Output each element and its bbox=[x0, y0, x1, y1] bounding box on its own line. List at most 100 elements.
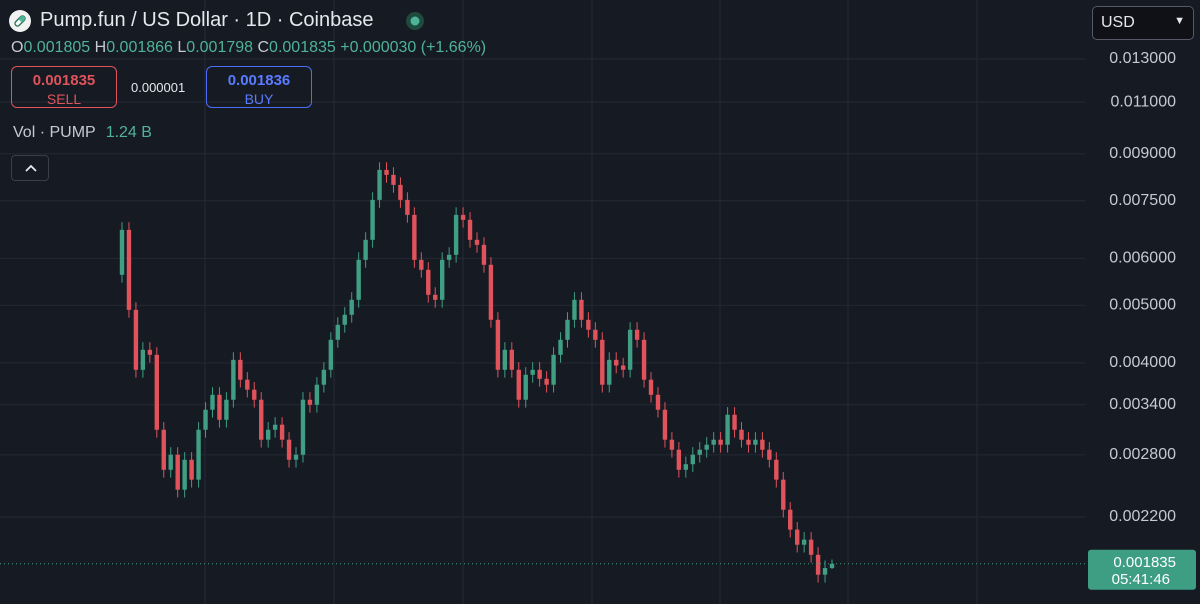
candle-body bbox=[342, 314, 347, 325]
candle-body bbox=[481, 244, 487, 265]
last-price-box bbox=[1088, 549, 1196, 590]
candle-body bbox=[648, 379, 654, 395]
candle-body bbox=[168, 454, 173, 470]
candle-body bbox=[544, 378, 549, 385]
volume-label: Vol · PUMP bbox=[13, 124, 96, 141]
candle-body bbox=[607, 359, 612, 385]
candle-body bbox=[565, 319, 570, 340]
candle-body bbox=[634, 329, 640, 340]
last-price-label: 0.001835 bbox=[1113, 554, 1176, 571]
buy-price: 0.001836 bbox=[227, 72, 291, 89]
close-value: 0.001835 bbox=[269, 39, 336, 56]
candle-body bbox=[272, 424, 278, 430]
y-tick-label: 0.003400 bbox=[1109, 396, 1176, 413]
candle-body bbox=[732, 414, 737, 430]
candle-body bbox=[767, 449, 772, 460]
candle-body bbox=[446, 254, 452, 260]
candle-body bbox=[516, 369, 521, 400]
sell-button[interactable]: 0.001835 SELL bbox=[11, 66, 117, 108]
candle-body bbox=[808, 539, 814, 555]
candle-body bbox=[196, 429, 201, 480]
candle-body bbox=[697, 449, 702, 455]
candle-body bbox=[307, 399, 313, 405]
candle-body bbox=[593, 329, 598, 340]
open-label: O bbox=[11, 39, 24, 56]
ohlc-row: O0.001805 H0.001866 L0.001798 C0.001835 … bbox=[11, 39, 486, 57]
candle-body bbox=[398, 184, 403, 200]
candle-body bbox=[690, 454, 695, 465]
candle-body bbox=[210, 394, 215, 410]
candle-body bbox=[760, 439, 765, 450]
candle-body bbox=[753, 439, 758, 445]
candle-body bbox=[439, 259, 445, 300]
candle-body bbox=[718, 439, 723, 445]
y-tick-label: 0.006000 bbox=[1109, 250, 1176, 267]
candle-body bbox=[335, 324, 340, 340]
candle-body bbox=[502, 349, 508, 370]
candle-body bbox=[586, 319, 591, 330]
open-value: 0.001805 bbox=[23, 39, 91, 56]
candle-body bbox=[259, 399, 264, 440]
candle-body bbox=[370, 199, 375, 240]
low-label: L bbox=[177, 39, 187, 56]
volume-value: 1.24 B bbox=[105, 124, 152, 141]
candle-body bbox=[189, 459, 194, 480]
candle-body bbox=[147, 349, 153, 355]
currency-dropdown[interactable]: USD ▼ bbox=[1092, 6, 1194, 40]
candle-body bbox=[314, 384, 320, 405]
y-tick-label: 0.002200 bbox=[1109, 508, 1176, 525]
candle-body bbox=[412, 214, 417, 260]
candle-body bbox=[600, 339, 605, 385]
collapse-button[interactable] bbox=[11, 155, 49, 181]
candle-body bbox=[161, 429, 166, 470]
candle-body bbox=[655, 394, 661, 410]
candle-body bbox=[669, 439, 675, 450]
candle-body bbox=[154, 354, 160, 430]
candle-body bbox=[133, 309, 139, 370]
candle-body bbox=[537, 369, 542, 379]
y-tick-label: 0.009000 bbox=[1109, 145, 1176, 162]
candle-body bbox=[676, 449, 682, 470]
candle-body bbox=[119, 229, 125, 275]
high-label: H bbox=[94, 39, 107, 56]
candle-body bbox=[321, 369, 327, 385]
candle-body bbox=[774, 459, 779, 480]
candle-body bbox=[419, 259, 424, 270]
close-label: C bbox=[257, 39, 270, 56]
sell-label: SELL bbox=[46, 91, 82, 107]
buy-button[interactable]: 0.001836 BUY bbox=[206, 66, 312, 108]
candle-body bbox=[328, 339, 334, 370]
candle-body bbox=[579, 299, 584, 320]
candle-body bbox=[293, 454, 299, 460]
candle-body bbox=[781, 479, 786, 510]
candle-body bbox=[530, 369, 535, 375]
candle-body bbox=[231, 359, 236, 400]
candle-body bbox=[175, 454, 180, 490]
market-status-dot bbox=[406, 12, 424, 30]
candle-body bbox=[815, 554, 821, 575]
candle-body bbox=[384, 169, 389, 175]
candle-body bbox=[224, 399, 229, 420]
candle-body bbox=[551, 354, 556, 385]
candle-body bbox=[627, 329, 633, 370]
candle-body bbox=[217, 394, 222, 420]
candle-body bbox=[182, 459, 187, 490]
candle-body bbox=[460, 214, 466, 220]
candle-body bbox=[572, 299, 577, 320]
candle-body bbox=[495, 319, 501, 370]
candle-body bbox=[558, 339, 563, 355]
candle-body bbox=[788, 509, 793, 530]
candle-body bbox=[822, 568, 828, 575]
candle-body bbox=[523, 374, 528, 400]
candle-body bbox=[252, 389, 257, 400]
candle-body bbox=[683, 464, 689, 470]
candle-body bbox=[801, 539, 807, 545]
candle-body bbox=[405, 199, 410, 215]
coin-icon bbox=[9, 10, 31, 32]
symbol-title: Pump.fun / US Dollar · 1D · Coinbase bbox=[40, 9, 374, 31]
candle-body bbox=[391, 174, 396, 185]
y-tick-label: 0.013000 bbox=[1109, 50, 1176, 67]
candle-body bbox=[300, 399, 306, 455]
sell-price: 0.001835 bbox=[32, 72, 96, 89]
